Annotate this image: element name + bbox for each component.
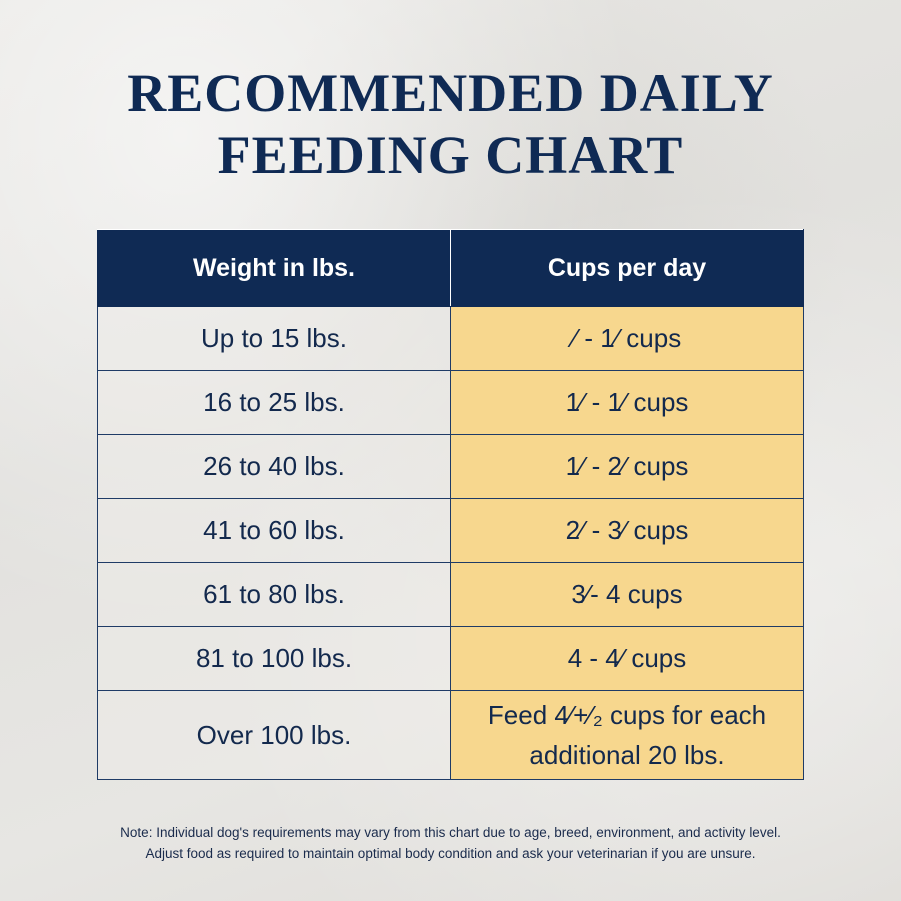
footnote-line-2: Adjust food as required to maintain opti… (145, 846, 756, 861)
table-row: Over 100 lbs. Feed 4⁄+⁄₂ cups for each a… (97, 690, 804, 780)
weight-cell: 26 to 40 lbs. (97, 434, 451, 499)
page-title: RECOMMENDED DAILY FEEDING CHART (0, 62, 901, 186)
weight-cell: 61 to 80 lbs. (97, 562, 451, 627)
table-row: 41 to 60 lbs. 2⁄ - 3⁄ cups (97, 498, 804, 563)
title-line-2: FEEDING CHART (217, 125, 684, 185)
table-row: Up to 15 lbs. ⁄ - 1⁄ cups (97, 306, 804, 371)
header-weight: Weight in lbs. (97, 229, 451, 307)
table-row: 61 to 80 lbs. 3⁄- 4 cups (97, 562, 804, 627)
cups-cell: 1⁄ - 1⁄ cups (450, 370, 804, 435)
table-row: 81 to 100 lbs. 4 - 4⁄ cups (97, 626, 804, 691)
title-line-1: RECOMMENDED DAILY (127, 63, 774, 123)
weight-cell: 81 to 100 lbs. (97, 626, 451, 691)
table-row: 16 to 25 lbs. 1⁄ - 1⁄ cups (97, 370, 804, 435)
cups-cell: ⁄ - 1⁄ cups (450, 306, 804, 371)
cups-cell: 2⁄ - 3⁄ cups (450, 498, 804, 563)
weight-cell: 41 to 60 lbs. (97, 498, 451, 563)
footnote-line-1: Note: Individual dog's requirements may … (120, 825, 781, 840)
weight-cell: Up to 15 lbs. (97, 306, 451, 371)
weight-cell: 16 to 25 lbs. (97, 370, 451, 435)
header-cups: Cups per day (450, 229, 804, 307)
cups-cell: Feed 4⁄+⁄₂ cups for each additional 20 l… (450, 690, 804, 780)
cups-cell: 3⁄- 4 cups (450, 562, 804, 627)
cups-cell: 4 - 4⁄ cups (450, 626, 804, 691)
feeding-table: Weight in lbs. Cups per day Up to 15 lbs… (97, 229, 804, 780)
table-header-row: Weight in lbs. Cups per day (97, 229, 804, 307)
weight-cell: Over 100 lbs. (97, 690, 451, 780)
cups-cell: 1⁄ - 2⁄ cups (450, 434, 804, 499)
table-row: 26 to 40 lbs. 1⁄ - 2⁄ cups (97, 434, 804, 499)
footnote: Note: Individual dog's requirements may … (0, 822, 901, 864)
